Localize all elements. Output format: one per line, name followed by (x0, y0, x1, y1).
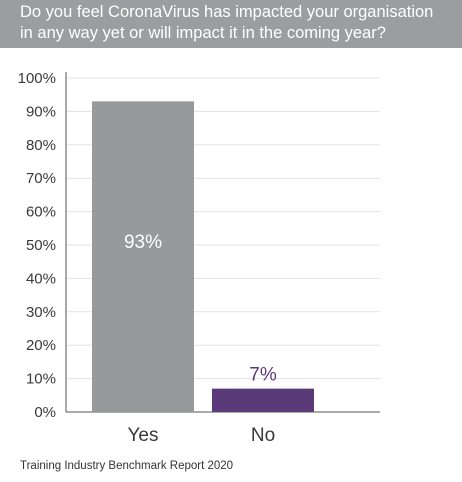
bar-no (212, 388, 314, 412)
y-tick-label: 90% (26, 103, 56, 120)
y-tick-label: 50% (26, 237, 56, 254)
y-tick-label: 80% (26, 137, 56, 154)
title-band: Do you feel CoronaVirus has impacted you… (0, 0, 462, 48)
y-tick-label: 30% (26, 304, 56, 321)
x-category-label: Yes (128, 425, 159, 446)
y-tick-label: 40% (26, 270, 56, 287)
bar-yes (92, 101, 194, 412)
y-tick-label: 70% (26, 170, 56, 187)
chart-title-line-2: in any way yet or will impact it in the … (20, 24, 386, 42)
y-tick-label: 10% (26, 371, 56, 388)
chart-title-line-1: Do you feel CoronaVirus has impacted you… (20, 3, 434, 21)
y-tick-label: 60% (26, 204, 56, 221)
y-tick-label: 100% (18, 70, 56, 87)
data-label: 7% (249, 365, 277, 386)
y-tick-label: 0% (34, 404, 56, 421)
y-tick-label: 20% (26, 337, 56, 354)
source-note: Training Industry Benchmark Report 2020 (20, 460, 234, 472)
data-label: 93% (124, 232, 162, 253)
x-category-label: No (251, 425, 275, 446)
